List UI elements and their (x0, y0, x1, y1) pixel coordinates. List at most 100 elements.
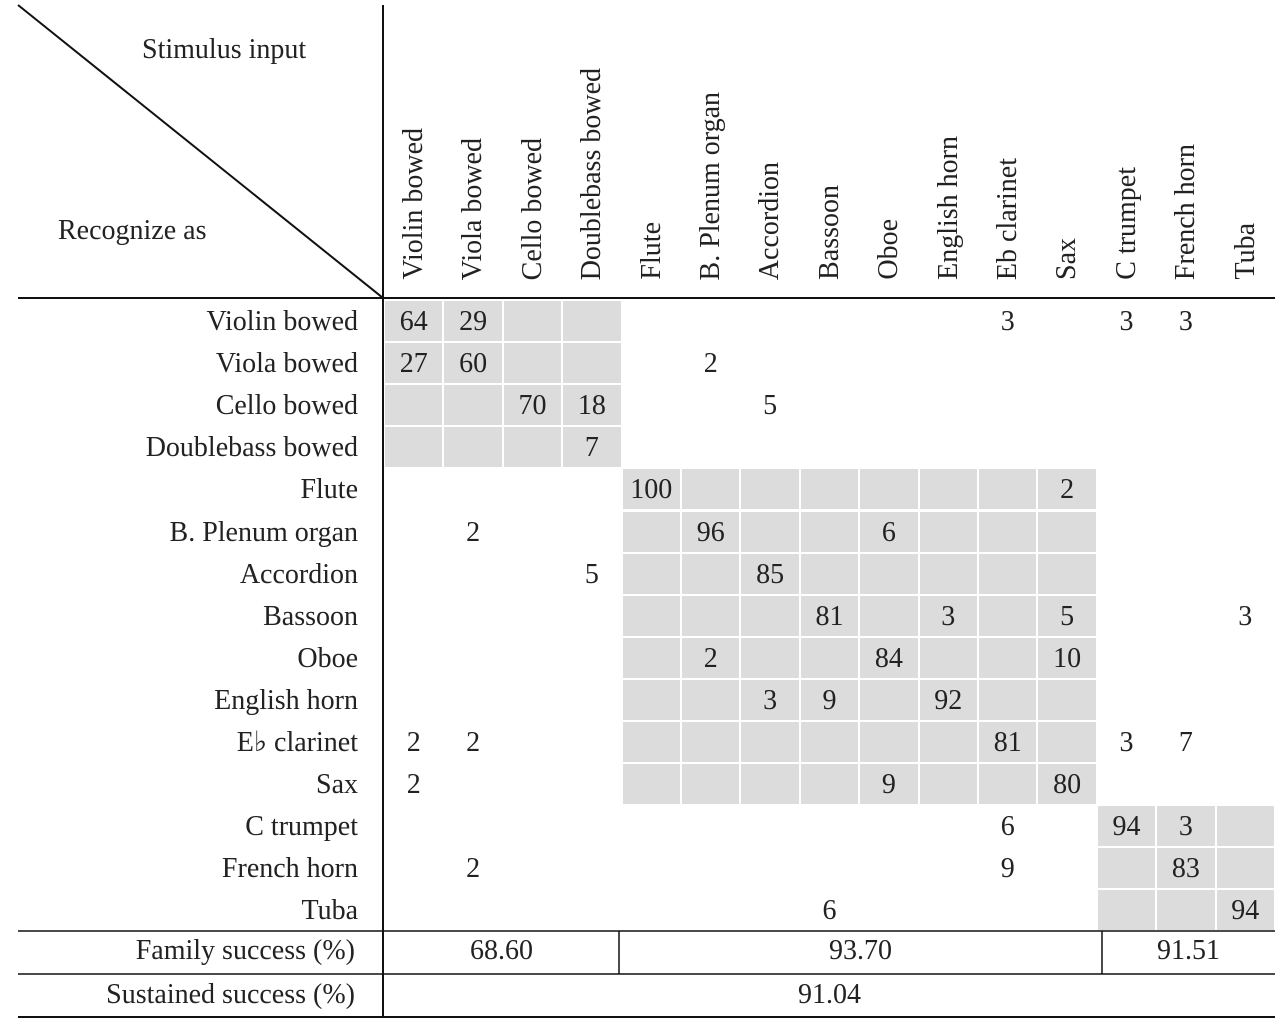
cell-value: 2 (466, 516, 481, 548)
cell-value: 3 (941, 600, 956, 632)
cell-bg (622, 722, 680, 763)
cell-bg (1157, 848, 1215, 889)
cell-bg (919, 595, 977, 636)
sustained-label: Sustained success (%) (106, 979, 355, 1010)
cell-bg (385, 343, 443, 384)
cell-bg (682, 722, 740, 763)
cell-value: 9 (822, 684, 837, 716)
cell-bg (860, 637, 918, 678)
cell-value: 83 (1171, 853, 1200, 885)
cell-bg (563, 385, 621, 426)
cell-bg (860, 679, 918, 720)
cell-bg (682, 553, 740, 594)
cell-value: 3 (1238, 600, 1253, 632)
cell-bg (919, 764, 977, 805)
row-label: Sax (316, 769, 358, 801)
cell-value: 2 (466, 727, 481, 758)
cell-bg (1216, 890, 1274, 931)
cell-bg (800, 595, 859, 636)
cell-value: 2 (466, 853, 481, 885)
cell-bg (1038, 679, 1096, 720)
cell-value: 96 (696, 516, 725, 548)
cell-bg (503, 427, 562, 468)
cell-bg (979, 469, 1037, 510)
cell-bg (682, 637, 740, 678)
cell-bg (622, 511, 680, 552)
cell-bg (979, 553, 1037, 594)
column-header: Violin bowed (398, 128, 429, 280)
cell-value: 5 (584, 558, 599, 590)
cell-bg (1097, 848, 1156, 889)
cell-value: 9 (881, 769, 896, 801)
cell-bg (622, 595, 680, 636)
cell-bg (741, 553, 799, 594)
cell-value: 3 (1119, 306, 1134, 337)
cell-value: 2 (406, 769, 421, 801)
cell-value: 100 (630, 474, 673, 506)
cell-bg (741, 469, 799, 510)
cell-value: 64 (399, 306, 428, 337)
cell-bg (385, 301, 443, 342)
cell-value: 81 (993, 727, 1022, 758)
cell-value: 60 (459, 348, 488, 380)
cell-bg (741, 679, 799, 720)
cell-bg (919, 469, 977, 510)
cell-bg (563, 427, 621, 468)
cell-value: 80 (1053, 769, 1082, 801)
cell-bg (919, 511, 977, 552)
cell-bg (1038, 764, 1096, 805)
cell-bg (1157, 890, 1215, 931)
cell-bg (741, 637, 799, 678)
cell-value: 6 (881, 516, 896, 548)
cell-bg (979, 764, 1037, 805)
cell-value: 6 (822, 895, 837, 927)
cell-value: 3 (763, 684, 778, 716)
row-label: Bassoon (263, 600, 358, 632)
column-header: Accordion (754, 161, 786, 280)
cell-bg (385, 427, 443, 468)
cell-bg (503, 385, 562, 426)
cell-value: 3 (1178, 306, 1193, 337)
column-header: Sax (1051, 238, 1083, 280)
cell-value: 2 (406, 727, 421, 758)
cell-bg (919, 637, 977, 678)
column-header: Doublebass bowed (576, 67, 608, 280)
cell-bg (919, 553, 977, 594)
cell-bg (1038, 553, 1096, 594)
cell-value: 2 (1060, 474, 1075, 506)
cell-bg (800, 553, 859, 594)
row-label: English horn (214, 684, 358, 716)
column-header: Tuba (1229, 223, 1261, 280)
cell-bg (1038, 595, 1096, 636)
cell-value: 94 (1231, 895, 1260, 927)
cell-bg (741, 595, 799, 636)
family-label: Family success (%) (135, 935, 355, 966)
column-header: Flute (635, 222, 667, 280)
cell-bg (444, 301, 502, 342)
cell-bg (622, 679, 680, 720)
cell-bg (800, 679, 859, 720)
cell-bg (800, 469, 859, 510)
cell-value: 84 (874, 642, 903, 674)
row-label: Tuba (301, 895, 358, 927)
cell-bg (860, 722, 918, 763)
cell-bg (979, 679, 1037, 720)
cell-bg (622, 637, 680, 678)
cell-bg (1216, 806, 1274, 847)
cell-bg (1038, 469, 1096, 510)
column-header: Oboe (873, 219, 905, 280)
row-label: Oboe (297, 642, 358, 674)
cell-bg (1038, 722, 1096, 763)
cell-bg (800, 722, 859, 763)
cell-bg (444, 427, 502, 468)
row-label: C trumpet (245, 811, 358, 843)
cell-bg (682, 764, 740, 805)
cell-value: 92 (934, 684, 963, 716)
cell-value: 27 (399, 348, 428, 380)
row-label: B. Plenum organ (169, 516, 358, 548)
column-header: Viola bowed (457, 137, 489, 280)
cell-bg (563, 343, 621, 384)
cell-value: 85 (756, 558, 785, 590)
